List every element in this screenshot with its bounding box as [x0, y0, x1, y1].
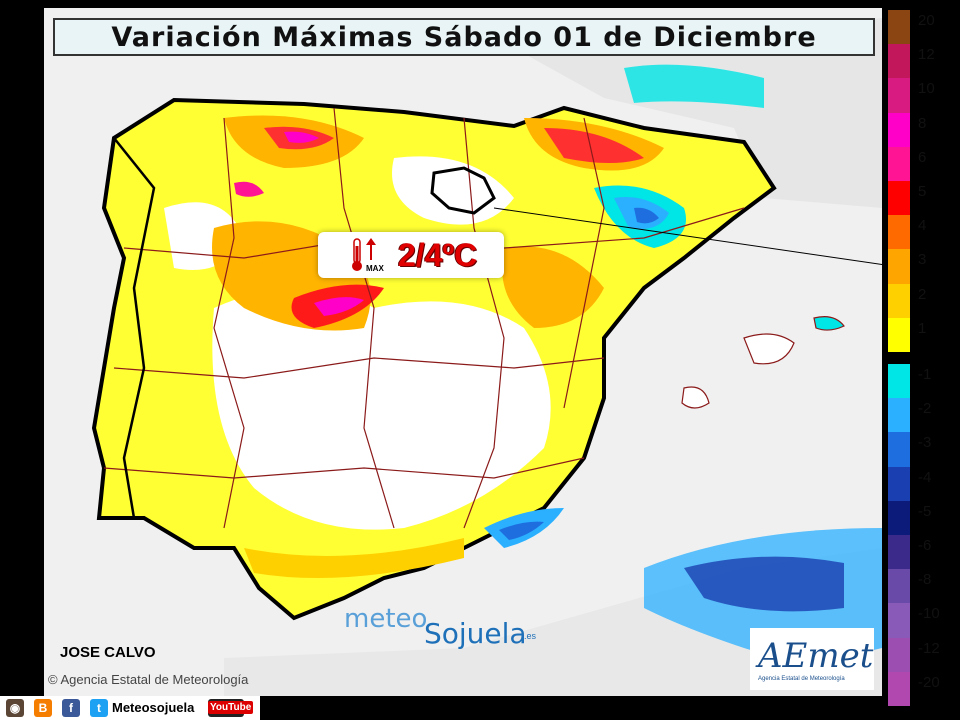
legend-label: 6	[918, 148, 927, 166]
thermometer-icon	[352, 238, 362, 271]
social-bar: ◉ B f t Meteosojuela YouTube	[0, 696, 260, 720]
map-title: Variación Máximas Sábado 01 de Diciembre	[111, 21, 817, 53]
mallorca	[743, 333, 795, 365]
legend-label: 4	[918, 217, 927, 235]
legend-swatch	[888, 249, 910, 284]
blogger-icon[interactable]: B	[34, 699, 52, 717]
legend-label: 8	[918, 114, 927, 132]
legend-label: 3	[918, 251, 927, 269]
legend-swatch	[888, 44, 910, 79]
legend-swatch	[888, 317, 910, 352]
legend-label: -8	[918, 571, 932, 589]
agency-name: Agencia Estatal de Meteorología	[60, 672, 249, 687]
legend-label: -3	[918, 434, 932, 452]
aemet-logo-box: AEmet Agencia Estatal de Meteorología	[750, 628, 874, 690]
legend-label: -5	[918, 502, 932, 520]
legend-label: -1	[918, 366, 932, 383]
ibiza	[681, 386, 710, 409]
legend-label: -6	[918, 537, 932, 554]
legend-label: 10	[918, 80, 935, 98]
legend-label: -20	[918, 673, 940, 691]
legend-swatch	[888, 215, 910, 250]
legend-swatch	[888, 466, 910, 501]
copyright-icon: ©	[48, 672, 58, 687]
arrow-up-icon	[366, 238, 376, 260]
map-frame	[44, 8, 882, 696]
legend-label: 1	[918, 319, 927, 337]
legend-label: 20	[918, 12, 935, 29]
brand-sojuela: Sojuela	[424, 617, 527, 650]
region-boundaries	[103, 107, 745, 529]
legend-swatch	[888, 78, 910, 113]
legend-label: 12	[918, 46, 935, 64]
callout-value: 2/4ºC	[398, 237, 478, 273]
la-rioja-outline	[430, 166, 496, 215]
legend-swatch	[888, 181, 910, 216]
legend-swatch	[888, 535, 910, 570]
menorca	[813, 316, 845, 331]
brand-suffix: .es	[524, 631, 537, 641]
callout-max-label: MAX	[366, 264, 384, 273]
legend-swatch	[888, 637, 910, 672]
legend-swatch	[888, 112, 910, 147]
facebook-icon[interactable]: f	[62, 699, 80, 717]
legend-label: -10	[918, 605, 940, 623]
legend-label: -2	[918, 400, 932, 418]
legend-swatch	[888, 671, 910, 706]
legend-swatch	[888, 432, 910, 467]
legend-swatch	[888, 603, 910, 638]
youtube-icon[interactable]: YouTube	[208, 699, 254, 717]
title-banner: Variación Máximas Sábado 01 de Diciembre	[53, 18, 875, 56]
legend-label: 5	[918, 183, 927, 200]
legend-swatch	[888, 10, 910, 45]
rioja-callout: MAX 2/4ºC	[318, 232, 504, 278]
pointer-line	[493, 207, 882, 266]
legend-label: -12	[918, 639, 940, 657]
instagram-icon[interactable]: ◉	[6, 699, 24, 717]
aemet-subtitle: Agencia Estatal de Meteorología	[758, 676, 845, 682]
brand-meteo: meteo	[344, 604, 428, 634]
author-name: JOSE CALVO	[60, 644, 156, 661]
legend-label: -4	[918, 468, 932, 486]
legend-swatch	[888, 283, 910, 318]
legend-swatch	[888, 398, 910, 433]
legend-swatch	[888, 146, 910, 181]
twitter-icon[interactable]: t	[90, 699, 108, 717]
legend-label: 2	[918, 285, 927, 303]
aemet-logo: AEmet	[758, 636, 874, 676]
agency-credit: © Agencia Estatal de Meteorología	[48, 672, 248, 687]
map-canvas	[44, 8, 882, 696]
legend-swatch	[888, 364, 910, 399]
legend-swatch	[888, 569, 910, 604]
social-handle: Meteosojuela	[112, 700, 195, 715]
portugal-border	[113, 137, 156, 519]
legend-swatch	[888, 500, 910, 535]
